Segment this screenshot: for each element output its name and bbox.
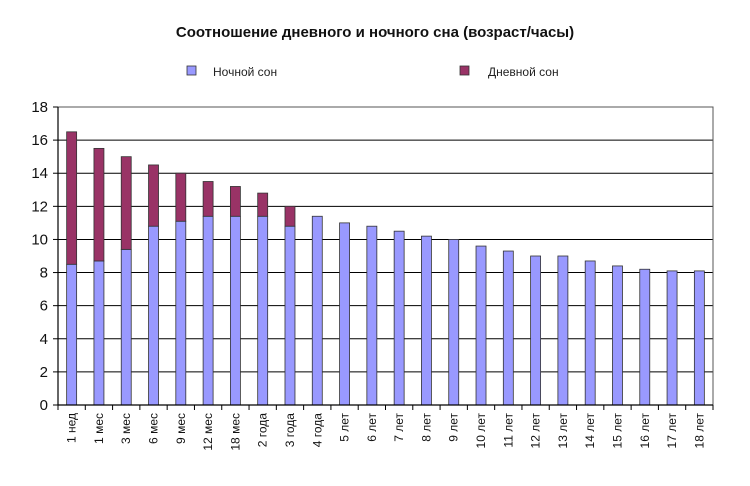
- x-tick-label: 6 лет: [365, 412, 379, 441]
- x-tick-label: 3 мес: [119, 413, 133, 444]
- y-tick-label: 12: [31, 198, 48, 215]
- y-tick-label: 10: [31, 231, 48, 248]
- bar-day-sleep: [120, 156, 132, 250]
- legend-label-night: Ночной сон: [213, 65, 277, 79]
- bar-night-sleep: [421, 235, 432, 406]
- x-tick-label: 9 лет: [447, 412, 461, 441]
- x-tick-label: 14 лет: [583, 413, 597, 449]
- bars: [66, 131, 705, 406]
- x-tick-labels: 1 нед 1 мес 3 мес 6 мес 9 мес 12 мес 18 мес 2 г…: [57, 405, 714, 451]
- bar-night-sleep: [448, 239, 460, 406]
- x-tick-label: 4 года: [310, 413, 324, 448]
- x-tick-label: 1 мес: [92, 413, 106, 444]
- bar-night-sleep: [475, 245, 487, 406]
- bar-day-sleep: [175, 172, 187, 222]
- y-tick-label: 18: [31, 99, 48, 116]
- y-tick-label: 6: [40, 298, 48, 315]
- x-tick-label: 5 лет: [338, 412, 352, 441]
- bar-day-sleep: [257, 192, 269, 217]
- bar-night-sleep: [693, 270, 705, 406]
- x-tick-label: 2 года: [256, 413, 270, 448]
- bar-night-sleep: [93, 260, 105, 406]
- chart-title: Соотношение дневного и ночного сна (возр…: [176, 24, 574, 41]
- bar-night-sleep: [66, 263, 78, 406]
- bar-day-sleep: [93, 147, 105, 262]
- x-tick-label: 18 лет: [692, 413, 706, 449]
- bar-day-sleep: [229, 186, 241, 217]
- x-tick-label: 10 лет: [474, 413, 488, 449]
- x-tick-label: 18 мес: [228, 413, 242, 451]
- bar-night-sleep: [393, 230, 405, 406]
- bar-night-sleep: [557, 255, 569, 406]
- x-tick-label: 17 лет: [665, 413, 679, 449]
- bar-night-sleep: [229, 215, 241, 406]
- x-tick-label: 16 лет: [638, 413, 652, 449]
- y-tick-label: 0: [40, 397, 48, 414]
- bar-night-sleep: [639, 268, 651, 406]
- bar-night-sleep: [530, 255, 542, 406]
- x-tick-label: 7 лет: [392, 412, 406, 441]
- legend-label-day: Дневной сон: [488, 65, 559, 79]
- legend-swatch-night: [186, 65, 197, 76]
- x-tick-label: 12 мес: [201, 413, 215, 451]
- x-tick-label: 9 мес: [174, 413, 188, 444]
- bar-night-sleep: [666, 270, 678, 406]
- x-tick-label: 3 года: [283, 413, 297, 448]
- bar-night-sleep: [311, 215, 323, 406]
- x-tick-label: 8 лет: [419, 412, 433, 441]
- x-tick-label: 13 лет: [556, 413, 570, 449]
- bar-night-sleep: [202, 215, 214, 406]
- bar-night-sleep: [339, 222, 350, 406]
- y-tick-label: 2: [40, 364, 48, 381]
- bar-night-sleep: [612, 265, 623, 406]
- bar-night-sleep: [584, 260, 596, 406]
- x-tick-label: 1 нед: [65, 413, 79, 443]
- y-tick-label: 14: [31, 165, 48, 182]
- bar-night-sleep: [366, 225, 378, 406]
- x-tick-label: 11 лет: [501, 413, 515, 448]
- bar-night-sleep: [175, 220, 187, 406]
- bar-day-sleep: [66, 131, 78, 265]
- x-tick-label: 12 лет: [529, 413, 543, 449]
- x-tick-label: 6 мес: [147, 413, 161, 444]
- legend: Ночной сон Дневной сон: [186, 65, 559, 79]
- y-tick-label: 16: [31, 132, 48, 149]
- bar-night-sleep: [502, 250, 514, 406]
- bar-night-sleep: [257, 215, 269, 406]
- legend-swatch-day: [459, 65, 470, 76]
- x-tick-label: 15 лет: [610, 413, 624, 449]
- bar-night-sleep: [284, 225, 296, 406]
- bar-night-sleep: [148, 225, 159, 406]
- bar-night-sleep: [120, 248, 132, 406]
- y-tick-label: 8: [40, 265, 48, 282]
- y-tick-labels: 0 2 4 6 8 10 12 14 16 18: [31, 99, 58, 414]
- bar-day-sleep: [284, 205, 296, 227]
- bar-day-sleep: [202, 181, 214, 217]
- bar-day-sleep: [148, 164, 159, 227]
- y-tick-label: 4: [40, 331, 48, 348]
